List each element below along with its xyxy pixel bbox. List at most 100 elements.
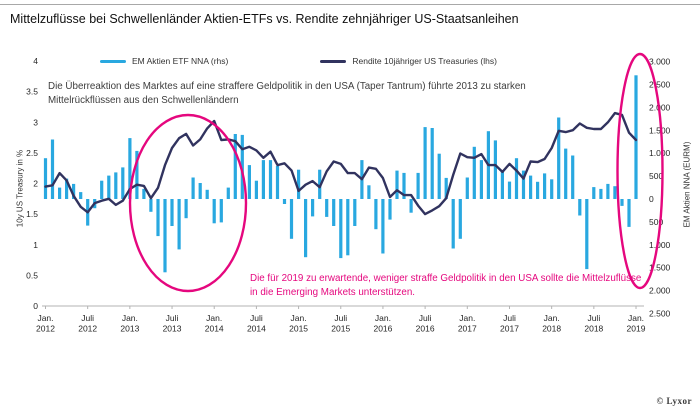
flow-bar bbox=[423, 127, 427, 199]
flow-bar bbox=[620, 199, 624, 206]
legend-item-bars: EM Aktien ETF NNA (rhs) bbox=[100, 56, 228, 66]
svg-text:Juli: Juli bbox=[587, 313, 600, 323]
annotation-2019-outlook: Die für 2019 zu erwartende, weniger stra… bbox=[250, 273, 642, 298]
flow-bar bbox=[163, 199, 167, 273]
flow-bar bbox=[114, 172, 118, 199]
flow-bar bbox=[282, 199, 287, 204]
flow-bar bbox=[529, 175, 533, 199]
svg-text:Jan.: Jan. bbox=[375, 313, 391, 323]
flow-bar bbox=[388, 199, 392, 220]
svg-text:2017: 2017 bbox=[458, 324, 477, 334]
svg-text:1.000: 1.000 bbox=[649, 240, 671, 250]
flow-bar bbox=[416, 172, 420, 199]
flow-bar bbox=[409, 199, 413, 213]
svg-text:Juli: Juli bbox=[503, 313, 516, 323]
svg-text:2.500: 2.500 bbox=[649, 80, 671, 90]
flow-bar bbox=[550, 179, 554, 199]
flow-bar bbox=[367, 185, 371, 199]
flow-bar bbox=[472, 146, 476, 199]
svg-text:2015: 2015 bbox=[331, 324, 350, 334]
svg-text:2: 2 bbox=[33, 179, 38, 189]
svg-text:2013: 2013 bbox=[163, 324, 182, 334]
line-series-swatch bbox=[320, 59, 347, 63]
flow-bar bbox=[128, 138, 132, 199]
flow-bar bbox=[521, 170, 526, 199]
flow-bar bbox=[395, 170, 399, 199]
flow-bar bbox=[599, 188, 603, 199]
svg-text:2016: 2016 bbox=[416, 324, 435, 334]
flow-bar bbox=[79, 192, 83, 199]
flow-bar bbox=[479, 160, 483, 199]
flow-bar bbox=[500, 171, 504, 199]
svg-text:2.500: 2.500 bbox=[649, 309, 671, 319]
svg-text:4: 4 bbox=[33, 56, 38, 66]
svg-text:3.000: 3.000 bbox=[649, 57, 671, 67]
x-axis-labels: Jan.2012Juli2012Jan.2013Juli2013Jan.2014… bbox=[36, 313, 646, 334]
flow-bar bbox=[627, 199, 631, 227]
flow-bar bbox=[304, 199, 308, 258]
svg-text:1: 1 bbox=[33, 240, 38, 250]
svg-text:2018: 2018 bbox=[542, 324, 561, 334]
flow-bar bbox=[592, 187, 596, 199]
flow-bar bbox=[289, 199, 294, 239]
flow-bar bbox=[346, 199, 350, 256]
svg-text:Jan.: Jan. bbox=[122, 313, 138, 323]
left-axis-title: 10y US Treasury in % bbox=[15, 149, 25, 228]
svg-text:Jan.: Jan. bbox=[291, 313, 307, 323]
flow-bar bbox=[72, 183, 76, 199]
svg-text:2014: 2014 bbox=[205, 324, 224, 334]
svg-text:2017: 2017 bbox=[500, 324, 519, 334]
right-axis-title: EM Aktien NNA (EURM) bbox=[682, 141, 692, 228]
flow-bar bbox=[219, 199, 223, 223]
yield-line bbox=[44, 111, 638, 216]
flow-bar bbox=[543, 173, 547, 199]
legend: EM Aktien ETF NNA (rhs) Rendite 10jährig… bbox=[100, 56, 497, 66]
flow-bar bbox=[107, 175, 111, 199]
flow-bar bbox=[339, 199, 343, 259]
svg-text:Juli: Juli bbox=[334, 313, 347, 323]
flow-bar bbox=[578, 199, 582, 216]
svg-text:2016: 2016 bbox=[373, 324, 392, 334]
flow-bar bbox=[514, 158, 519, 199]
flow-bar bbox=[226, 187, 230, 199]
svg-text:Juli: Juli bbox=[419, 313, 432, 323]
svg-text:2015: 2015 bbox=[289, 324, 308, 334]
flow-bar bbox=[43, 158, 48, 199]
x-axis bbox=[42, 305, 644, 309]
highlight-ellipse-jan-2019-inflow bbox=[616, 52, 664, 290]
left-axis-ticks: 4 3.5 3 2.5 2 1.5 1 0.5 0 bbox=[26, 56, 38, 311]
svg-text:Jan.: Jan. bbox=[37, 313, 53, 323]
svg-text:Jan.: Jan. bbox=[628, 313, 644, 323]
svg-text:1.500: 1.500 bbox=[649, 263, 671, 273]
svg-text:2.5: 2.5 bbox=[26, 148, 38, 158]
line-series-label: Rendite 10jähriger US Treasuries (lhs) bbox=[352, 56, 497, 66]
svg-text:500: 500 bbox=[649, 171, 663, 181]
flow-bar bbox=[557, 117, 561, 199]
flow-bar bbox=[233, 134, 237, 199]
chart-title: Mittelzuflüsse bei Schwellenländer Aktie… bbox=[10, 12, 519, 26]
lyxor-logo: © Lyxor bbox=[656, 396, 692, 406]
flow-bar bbox=[634, 75, 638, 199]
svg-text:2018: 2018 bbox=[584, 324, 603, 334]
flow-bar bbox=[142, 188, 146, 199]
bar-series-label: EM Aktien ETF NNA (rhs) bbox=[132, 56, 229, 66]
flow-bar bbox=[177, 199, 181, 250]
svg-text:2013: 2013 bbox=[120, 324, 139, 334]
highlight-ellipse-taper-tantrum-2013 bbox=[128, 113, 248, 293]
flow-bar bbox=[451, 199, 455, 249]
svg-text:Jan.: Jan. bbox=[206, 313, 222, 323]
svg-text:Juli: Juli bbox=[166, 313, 179, 323]
svg-text:2012: 2012 bbox=[36, 324, 55, 334]
flow-bar bbox=[332, 199, 336, 226]
flow-bar bbox=[311, 199, 315, 217]
flow-bar bbox=[65, 178, 69, 199]
svg-text:3.5: 3.5 bbox=[26, 87, 38, 97]
flow-bar bbox=[465, 177, 469, 199]
flow-bar bbox=[268, 160, 273, 199]
right-axis-ticks: 3.000 2.500 2.000 1.500 1.000 500 0 500 1.000 1.5… bbox=[649, 57, 671, 319]
flow-bar bbox=[374, 199, 378, 230]
flow-bar bbox=[458, 199, 462, 239]
bar-series-swatch bbox=[100, 59, 126, 63]
flow-bar bbox=[50, 139, 55, 199]
